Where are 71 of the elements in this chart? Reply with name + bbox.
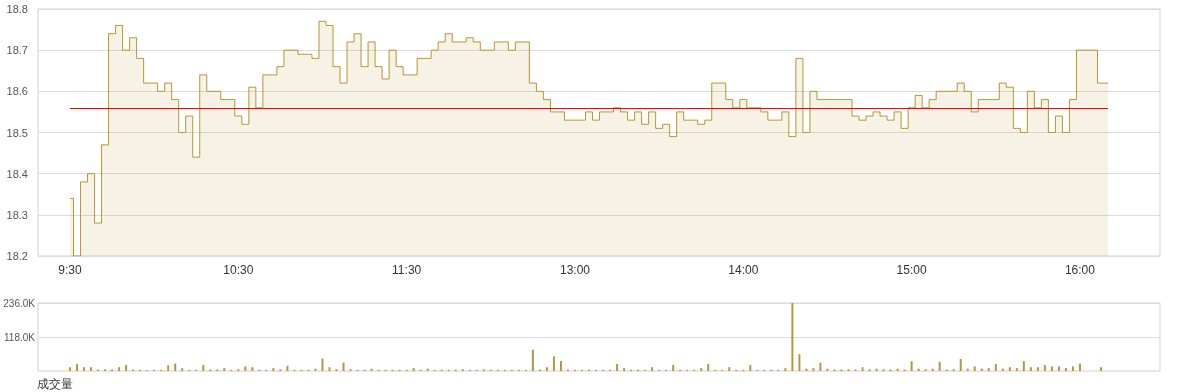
bar [83,367,86,371]
bar [791,303,794,371]
bar [651,367,654,371]
bar [118,367,121,371]
bar [328,367,331,371]
y-tick-label: 236.0K [3,297,36,309]
bar [76,364,79,371]
y-tick-label: 18.7 [6,44,28,57]
bar [1008,367,1011,371]
bar [181,368,184,371]
bar [987,368,990,371]
y-tick-label: 18.5 [6,126,28,139]
bar [545,367,548,371]
x-tick-label: 14:00 [728,263,759,277]
bar [286,365,289,371]
bar [616,364,619,371]
bar [910,361,913,371]
x-tick-label: 10:30 [223,263,254,277]
bar [728,367,731,371]
bar [1071,366,1074,371]
bar [623,368,626,371]
bar [1043,364,1046,371]
x-tick-label: 9:30 [58,263,82,277]
bar [798,354,801,371]
bar [1057,366,1060,371]
bar [1036,367,1039,371]
y-tick-label: 18.6 [6,85,28,98]
bar [812,368,815,371]
bar [707,364,710,371]
y-tick-label: 118.0K [4,331,36,343]
bar [342,362,345,371]
bar [244,366,247,371]
bar [749,364,752,371]
bar [321,358,324,371]
bar [167,365,170,371]
bar [223,368,226,371]
bar [272,368,275,371]
y-tick-label: 18.8 [6,3,28,15]
bar [672,364,675,371]
bar [174,363,177,371]
bar [202,364,205,371]
bar [1099,367,1102,371]
bar [125,364,128,371]
bar [784,368,787,371]
bar [819,362,822,371]
bar [552,356,555,371]
bar [1029,367,1032,371]
bar [1064,368,1067,371]
x-tick-label: 13:00 [559,263,591,277]
bar [994,364,997,371]
x-tick-label: 16:00 [1064,263,1096,277]
bar [973,366,976,371]
bar [1078,363,1081,371]
x-tick-label: 15:00 [896,263,927,277]
bar [69,367,72,371]
bar [700,368,703,371]
x-tick-label: 11:30 [392,263,422,277]
y-tick-label: 18.4 [6,167,28,180]
bar [251,367,254,371]
bar [90,367,93,371]
bar [412,368,415,371]
bar [559,360,562,371]
bar [1050,366,1053,371]
bar [959,358,962,371]
y-tick-label: 18.2 [6,250,28,262]
bar [861,367,864,371]
y-tick-label: 18.3 [6,208,28,221]
bar [531,349,534,371]
bar [938,361,941,371]
bar [1015,368,1018,371]
x-axis-title: 成交量 [37,377,73,391]
